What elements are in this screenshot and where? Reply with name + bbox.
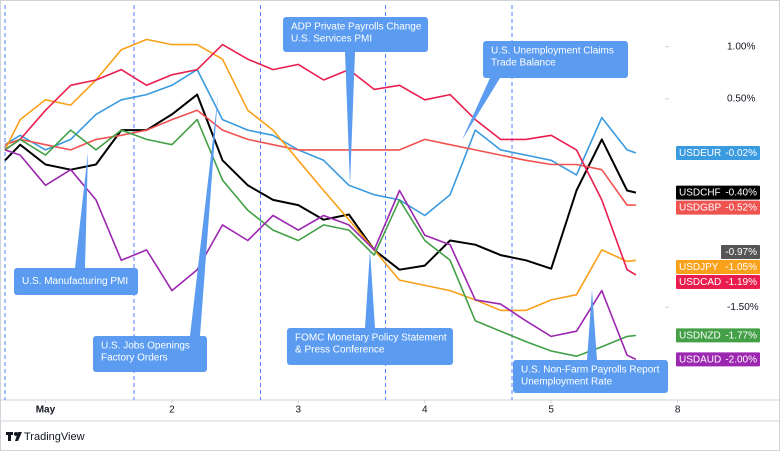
- value-tag: [676, 275, 760, 290]
- brand: TradingView: [24, 431, 85, 443]
- series-line: [4, 109, 636, 206]
- value-tag-label: -1.19%: [725, 277, 757, 288]
- x-tick-label: May: [36, 405, 56, 416]
- value-tag-label: -0.40%: [725, 188, 757, 199]
- y-tick-label: 1.00%: [727, 41, 755, 52]
- value-tag-label: -1.05%: [725, 262, 757, 273]
- series-line: [4, 118, 636, 357]
- value-tag: [676, 145, 760, 160]
- annotation-text: ADP Private Payrolls Change: [291, 22, 422, 33]
- annotation-pointer: [365, 250, 375, 328]
- x-tick-label: 3: [296, 405, 302, 416]
- annotation: FOMC Monetary Policy Statement& Press Co…: [287, 250, 453, 365]
- value-tag-label: -0.52%: [725, 203, 757, 214]
- series-line: [4, 149, 637, 361]
- value-tag: [676, 352, 760, 367]
- series-line: [4, 43, 637, 276]
- annotation-text: U.S. Services PMI: [291, 34, 372, 45]
- x-tick-label: 2: [169, 405, 175, 416]
- annotation-text: Trade Balance: [491, 58, 556, 69]
- series-line: [4, 93, 637, 271]
- annotation-pointer: [587, 290, 597, 360]
- series-line: [4, 68, 637, 217]
- value-tag-name: USDGBP: [679, 203, 722, 214]
- y-tick-label: 0.50%: [727, 93, 755, 104]
- value-tag-name: USDNZD: [679, 331, 721, 342]
- value-tag-label: -1.77%: [725, 331, 757, 342]
- annotation-pointer: [75, 152, 88, 268]
- annotation-box: [93, 336, 207, 372]
- value-tag: [676, 260, 760, 275]
- value-tag-name: USDEUR: [679, 148, 721, 159]
- value-tag-name: USDJPY: [679, 262, 719, 273]
- annotation-text: U.S. Jobs Openings: [101, 341, 190, 352]
- value-tag: [676, 185, 760, 200]
- value-tag-label: -2.00%: [725, 354, 757, 365]
- annotation-box: [287, 328, 453, 365]
- value-tag-name: USDCAD: [679, 277, 721, 288]
- value-tag-label: -0.97%: [725, 247, 757, 258]
- series-line: [4, 38, 636, 312]
- annotation-text: U.S. Non-Farm Payrolls Report: [521, 365, 660, 376]
- value-tag-name: USDCHF: [679, 188, 721, 199]
- annotation-text: U.S. Manufacturing PMI: [22, 276, 128, 287]
- value-tag-label: -0.02%: [725, 148, 757, 159]
- annotation-text: Unemployment Rate: [521, 377, 613, 388]
- annotation-box: [283, 17, 428, 52]
- annotation-box: [14, 268, 138, 295]
- annotation-pointer: [190, 95, 218, 336]
- annotation-text: Factory Orders: [101, 353, 168, 364]
- annotation-pointer: [345, 52, 355, 185]
- value-tag: [721, 245, 760, 260]
- x-tick-label: 8: [675, 405, 681, 416]
- y-tick-label: -1.50%: [727, 302, 759, 313]
- brand-logo: [6, 432, 22, 441]
- annotation-text: & Press Conference: [295, 345, 385, 356]
- annotation-box: [513, 360, 668, 393]
- annotation: U.S. Manufacturing PMI: [14, 152, 138, 295]
- value-tag-name: USDAUD: [679, 354, 721, 365]
- annotation-box: [483, 41, 628, 78]
- annotation-text: FOMC Monetary Policy Statement: [295, 333, 447, 344]
- x-tick-label: 5: [548, 405, 554, 416]
- annotation: U.S. Non-Farm Payrolls ReportUnemploymen…: [513, 290, 668, 393]
- x-tick-label: 4: [422, 405, 428, 416]
- value-tag: [676, 328, 760, 343]
- value-tag: [676, 200, 760, 215]
- annotation-pointer: [462, 78, 500, 140]
- annotation-text: U.S. Unemployment Claims: [491, 46, 614, 57]
